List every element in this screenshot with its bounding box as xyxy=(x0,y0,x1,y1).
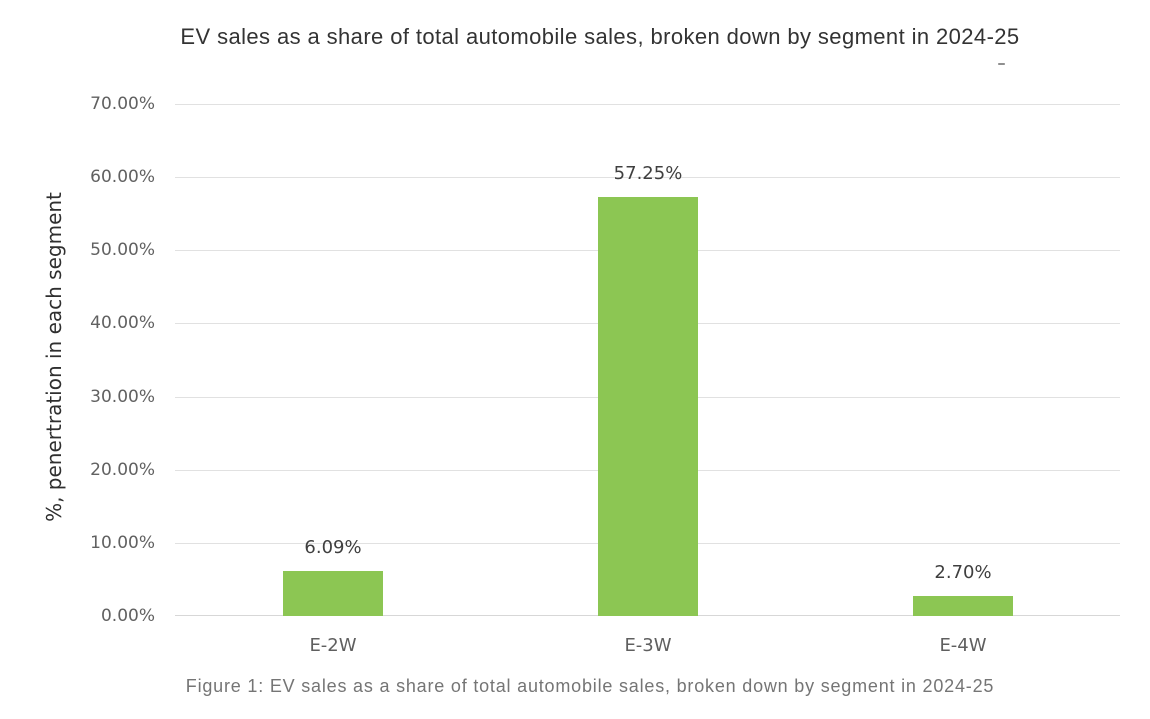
chart-title: EV sales as a share of total automobile … xyxy=(180,24,1020,49)
gridline xyxy=(175,104,1120,105)
y-tick-label: 50.00% xyxy=(90,240,155,261)
y-tick-label: 60.00% xyxy=(90,167,155,188)
y-tick-label: 40.00% xyxy=(90,313,155,334)
plot-area xyxy=(175,104,1120,616)
y-tick-label: 10.00% xyxy=(90,532,155,553)
bar-e-3w xyxy=(598,197,698,616)
bar-e-2w xyxy=(283,571,383,616)
bar-value-label: 6.09% xyxy=(304,537,362,558)
x-category-label: E-2W xyxy=(309,635,357,656)
y-tick-label: 20.00% xyxy=(90,459,155,480)
bar-value-label: 2.70% xyxy=(934,562,992,583)
y-tick-label: 30.00% xyxy=(90,386,155,407)
x-category-label: E-4W xyxy=(939,635,987,656)
y-tick-label: 0.00% xyxy=(100,606,155,626)
bar-value-label: 57.25% xyxy=(613,163,683,184)
gridline xyxy=(175,177,1120,178)
dash-mark: - xyxy=(997,48,1007,77)
x-category-label: E-3W xyxy=(624,635,672,656)
bar-e-4w xyxy=(913,596,1013,616)
figure-caption: Figure 1: EV sales as a share of total a… xyxy=(185,676,995,696)
y-tick-label: 70.00% xyxy=(90,94,155,114)
